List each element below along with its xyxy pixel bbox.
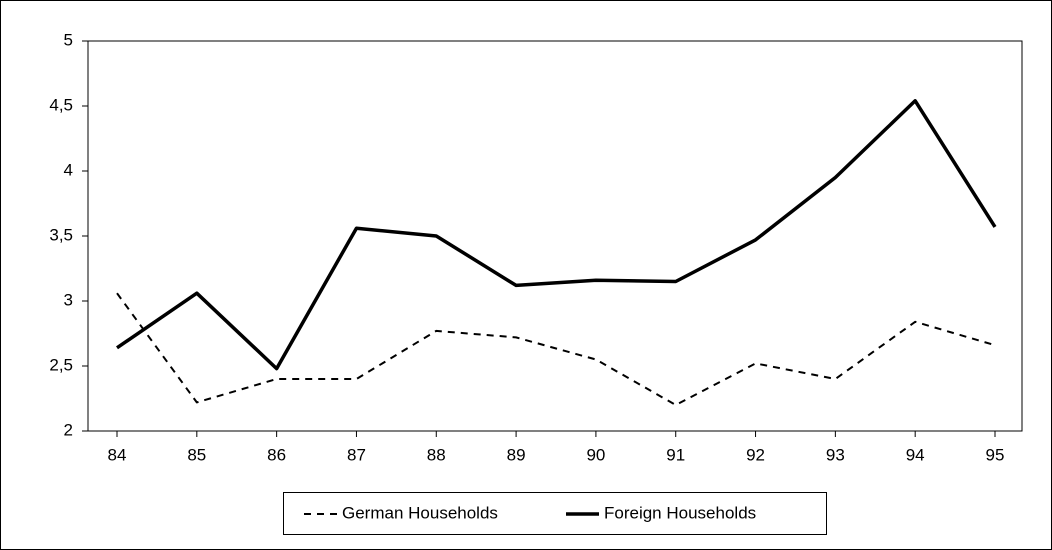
series-line [116, 292, 996, 406]
x-tick-label: 86 [267, 445, 286, 464]
series-line [116, 99, 997, 371]
y-tick-label: 4,5 [49, 95, 73, 114]
x-tick-label: 88 [427, 445, 446, 464]
x-tick-label: 93 [826, 445, 845, 464]
legend-label: German Households [342, 503, 498, 522]
x-tick-label: 94 [906, 445, 925, 464]
x-tick-label: 85 [187, 445, 206, 464]
x-tick-label: 92 [746, 445, 765, 464]
x-tick-label: 95 [986, 445, 1005, 464]
x-tick-label: 91 [666, 445, 685, 464]
y-tick-label: 4 [64, 160, 73, 179]
y-tick-label: 3,5 [49, 225, 73, 244]
y-tick-label: 3 [64, 290, 73, 309]
x-tick-label: 84 [108, 445, 127, 464]
y-tick-label: 5 [64, 30, 73, 49]
x-tick-label: 87 [347, 445, 366, 464]
y-tick-label: 2 [64, 420, 73, 439]
legend-box [283, 492, 827, 535]
x-tick-label: 89 [507, 445, 526, 464]
y-tick-label: 2,5 [49, 355, 73, 374]
legend-label: Foreign Households [604, 503, 756, 522]
x-tick-label: 90 [586, 445, 605, 464]
